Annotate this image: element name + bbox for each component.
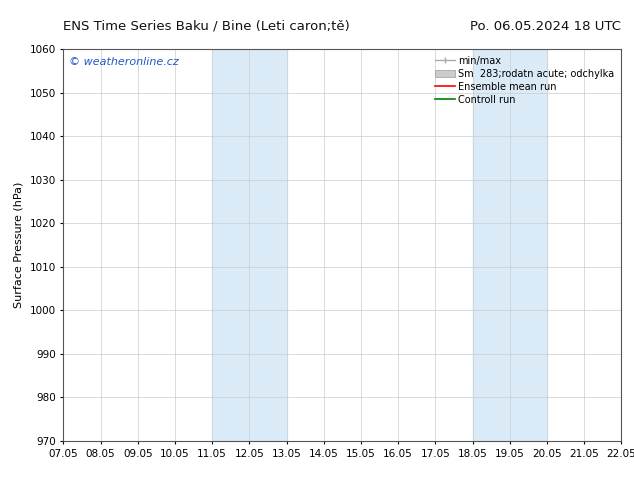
Bar [212,49,287,441]
Y-axis label: Surface Pressure (hPa): Surface Pressure (hPa) [14,182,24,308]
Text: ENS Time Series Baku / Bine (Leti caron;tě): ENS Time Series Baku / Bine (Leti caron;… [63,20,350,33]
Text: © weatheronline.cz: © weatheronline.cz [69,57,179,67]
Legend: min/max, Sm  283;rodatn acute; odchylka, Ensemble mean run, Controll run: min/max, Sm 283;rodatn acute; odchylka, … [433,54,616,106]
Bar [472,49,547,441]
Text: Po. 06.05.2024 18 UTC: Po. 06.05.2024 18 UTC [470,20,621,33]
